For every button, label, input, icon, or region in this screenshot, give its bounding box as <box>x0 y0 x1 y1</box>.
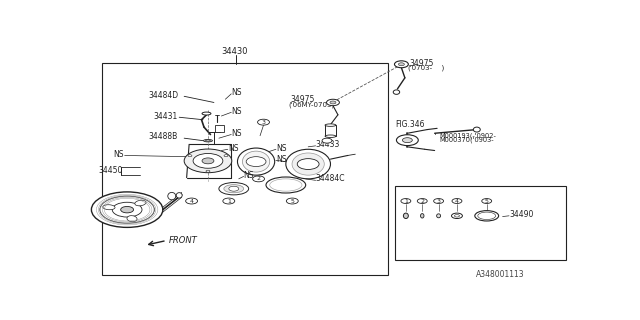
Ellipse shape <box>325 135 336 138</box>
Ellipse shape <box>224 185 244 193</box>
Circle shape <box>186 198 198 204</box>
Text: ('0703-: ('0703- <box>408 64 433 71</box>
Ellipse shape <box>266 177 306 193</box>
Text: NS: NS <box>228 144 238 153</box>
Circle shape <box>188 155 192 157</box>
Circle shape <box>228 186 239 191</box>
Ellipse shape <box>135 200 146 206</box>
Text: FRONT: FRONT <box>168 236 197 245</box>
Text: 34490: 34490 <box>509 210 533 219</box>
Text: NS: NS <box>276 155 287 164</box>
Circle shape <box>253 176 264 182</box>
Text: 34433: 34433 <box>316 140 340 149</box>
Circle shape <box>286 198 298 204</box>
Circle shape <box>112 202 142 217</box>
Text: 4: 4 <box>455 198 459 204</box>
Text: NS: NS <box>114 150 124 159</box>
Circle shape <box>401 198 411 204</box>
Ellipse shape <box>420 213 424 218</box>
Ellipse shape <box>292 153 324 175</box>
Text: 34975: 34975 <box>291 95 315 105</box>
Text: 4: 4 <box>189 198 194 204</box>
Ellipse shape <box>219 182 248 195</box>
Text: 2: 2 <box>257 176 260 181</box>
Bar <box>102 63 388 275</box>
Text: M000370('0903-: M000370('0903- <box>440 137 494 143</box>
Ellipse shape <box>474 127 480 132</box>
Text: NS: NS <box>231 107 242 116</box>
Text: 1: 1 <box>227 198 231 204</box>
Text: 1: 1 <box>404 198 408 204</box>
Ellipse shape <box>127 216 137 222</box>
Circle shape <box>399 63 404 66</box>
Text: 5: 5 <box>291 198 294 204</box>
Text: NS: NS <box>276 144 287 153</box>
Circle shape <box>330 101 336 104</box>
Text: 34488B: 34488B <box>148 132 178 141</box>
Circle shape <box>224 155 228 157</box>
Text: 34450: 34450 <box>99 166 124 175</box>
Text: 34484D: 34484D <box>148 91 179 100</box>
Ellipse shape <box>478 212 495 220</box>
Ellipse shape <box>237 148 275 175</box>
Circle shape <box>417 198 428 204</box>
Text: 5: 5 <box>484 198 489 204</box>
Circle shape <box>396 135 419 146</box>
Text: FIG.346: FIG.346 <box>395 120 424 129</box>
Circle shape <box>434 198 444 204</box>
Ellipse shape <box>436 214 440 218</box>
Circle shape <box>121 206 134 213</box>
Ellipse shape <box>176 193 182 198</box>
Bar <box>395 186 566 260</box>
Ellipse shape <box>202 112 211 115</box>
Text: 3: 3 <box>262 120 266 125</box>
Ellipse shape <box>454 215 460 217</box>
Text: NS: NS <box>244 171 254 180</box>
Ellipse shape <box>269 179 302 191</box>
Text: M000193(-'0902-: M000193(-'0902- <box>440 132 497 139</box>
Bar <box>215 125 224 132</box>
Ellipse shape <box>204 140 212 142</box>
Circle shape <box>452 198 462 204</box>
Ellipse shape <box>403 213 408 219</box>
Text: ): ) <box>437 64 444 71</box>
Ellipse shape <box>451 213 463 219</box>
Circle shape <box>394 61 408 68</box>
Text: 34975: 34975 <box>410 59 434 68</box>
Circle shape <box>257 119 269 125</box>
Circle shape <box>184 149 232 173</box>
Text: 34484C: 34484C <box>316 174 345 183</box>
Circle shape <box>100 196 154 223</box>
Circle shape <box>403 138 412 143</box>
Ellipse shape <box>205 140 211 141</box>
Circle shape <box>206 170 210 172</box>
Circle shape <box>202 158 214 164</box>
Circle shape <box>223 198 235 204</box>
Ellipse shape <box>103 205 115 210</box>
Ellipse shape <box>475 211 499 221</box>
Ellipse shape <box>286 149 330 179</box>
Text: 3: 3 <box>436 198 440 204</box>
Circle shape <box>246 157 266 166</box>
Circle shape <box>297 159 319 170</box>
Ellipse shape <box>325 124 336 126</box>
Ellipse shape <box>168 192 176 200</box>
Text: NS: NS <box>231 88 242 97</box>
Text: NS: NS <box>231 129 242 138</box>
Text: A348001113: A348001113 <box>476 270 524 279</box>
Text: 34430: 34430 <box>221 47 248 56</box>
Circle shape <box>193 154 223 168</box>
Ellipse shape <box>243 151 269 172</box>
Circle shape <box>92 192 163 228</box>
Circle shape <box>326 99 339 106</box>
Text: ('06MY-0703): ('06MY-0703) <box>288 101 335 108</box>
Circle shape <box>322 138 332 143</box>
Text: 34431: 34431 <box>154 111 178 121</box>
Ellipse shape <box>393 90 399 94</box>
Circle shape <box>482 198 492 204</box>
Text: 2: 2 <box>420 198 424 204</box>
Bar <box>325 124 336 136</box>
